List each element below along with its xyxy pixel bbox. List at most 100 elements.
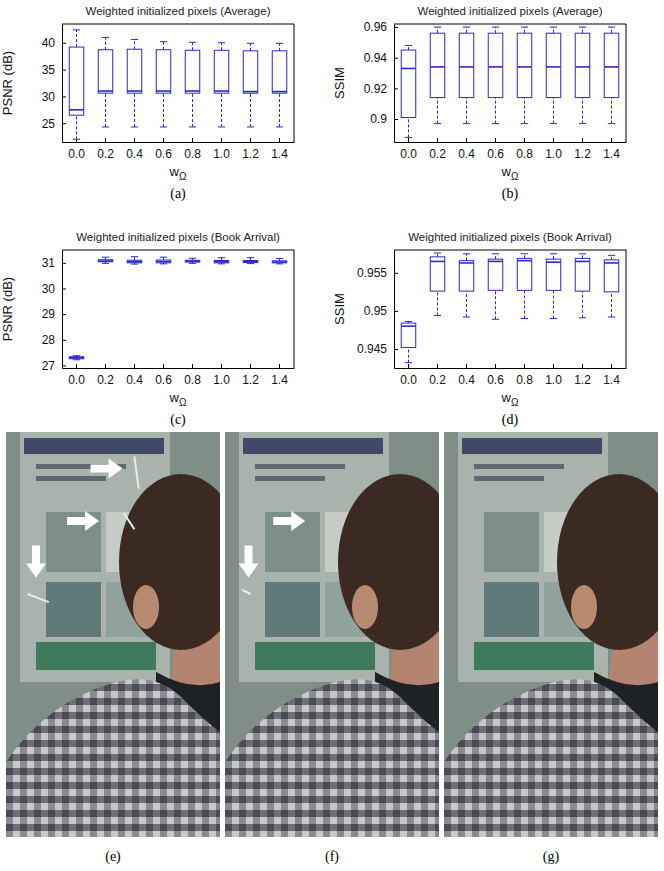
box <box>401 45 416 137</box>
whisker-cap-high <box>218 257 225 258</box>
whisker-high <box>221 43 222 51</box>
box-median <box>272 261 287 263</box>
box-median <box>604 66 619 68</box>
whisker-cap-low <box>405 137 412 138</box>
whisker-high <box>495 27 496 33</box>
whisker-cap-low <box>608 123 615 124</box>
x-tick: 1.2 <box>242 138 259 161</box>
y-axis-title: SSIM <box>332 293 347 325</box>
caption: (d) <box>502 412 519 428</box>
y-tick: 30 <box>42 90 66 104</box>
x-tick-label: 1.2 <box>574 147 591 161</box>
frame <box>626 24 627 142</box>
whisker-cap-low <box>579 123 586 124</box>
x-tick: 0.8 <box>184 138 201 161</box>
x-tick-mark <box>105 138 106 142</box>
frame <box>62 24 294 25</box>
box-body <box>488 33 503 97</box>
whisker-cap-low <box>434 123 441 124</box>
box-body <box>459 261 474 291</box>
y-axis-line <box>62 25 63 143</box>
y-tick-label: 0.955 <box>357 266 387 280</box>
whisker-cap-low <box>608 316 615 317</box>
x-axis-title: wΩ <box>169 164 187 182</box>
whisker-cap-low <box>276 263 283 264</box>
photo: (g) <box>444 432 664 865</box>
x-tick: 0.2 <box>429 364 446 387</box>
y-axis-title: PSNR (dB) <box>0 51 15 115</box>
x-tick-label: 1.2 <box>242 147 259 161</box>
whisker-low <box>611 98 612 124</box>
y-tick-mark <box>62 340 66 341</box>
box <box>156 257 171 264</box>
x-tick: 1.4 <box>603 364 620 387</box>
boxes <box>69 257 287 360</box>
whisker-high <box>553 27 554 33</box>
x-tick-label: 0.4 <box>126 147 143 161</box>
poster-text <box>255 464 345 469</box>
y-axis: 0.9450.950.955 <box>357 251 398 369</box>
box-body <box>127 260 142 263</box>
whisker-cap-high <box>550 27 557 28</box>
x-tick: 0.0 <box>400 138 417 161</box>
y-tick-mark <box>394 311 398 312</box>
frame <box>294 24 295 142</box>
poster-green <box>474 642 594 670</box>
poster-img <box>484 582 539 637</box>
x-tick: 0.2 <box>97 138 114 161</box>
x-tick-mark <box>582 364 583 368</box>
box <box>430 27 445 124</box>
whisker-high <box>524 254 525 259</box>
box-body <box>156 50 171 93</box>
whisker-high <box>524 27 525 33</box>
x-tick-mark <box>250 138 251 142</box>
box-body <box>488 259 503 290</box>
whisker-cap-high <box>247 257 254 258</box>
box-median <box>575 66 590 68</box>
photo: (f) <box>225 432 462 865</box>
y-axis-line <box>394 25 395 143</box>
ear <box>571 585 597 629</box>
frame <box>62 250 294 251</box>
box-median <box>185 90 200 92</box>
y-tick: 30 <box>42 282 66 296</box>
whisker-high <box>495 254 496 259</box>
box <box>98 37 113 127</box>
x-tick: 1.0 <box>545 364 562 387</box>
x-tick-label: 1.2 <box>242 373 259 387</box>
box <box>243 43 258 127</box>
whisker-cap-low <box>102 126 109 127</box>
box <box>69 30 84 139</box>
whisker-cap-low <box>218 263 225 264</box>
whisker-cap-high <box>550 253 557 254</box>
x-tick-label: 0.4 <box>458 147 475 161</box>
whisker-cap-low <box>405 362 412 363</box>
box-median <box>604 262 619 264</box>
whisker-cap-high <box>73 355 80 356</box>
x-axis-title: wΩ <box>501 164 519 182</box>
x-tick: 0.0 <box>68 138 85 161</box>
panel-title: Weighted initialized pixels (Book Arriva… <box>408 231 612 243</box>
box <box>401 322 416 363</box>
whisker-low <box>437 98 438 124</box>
box-median <box>69 109 84 111</box>
whisker-low <box>466 98 467 124</box>
whisker-cap-low <box>189 126 196 127</box>
arrow <box>91 458 123 478</box>
box-body <box>156 260 171 263</box>
box-body <box>517 33 532 97</box>
x-tick-mark <box>495 138 496 142</box>
x-tick-mark <box>466 364 467 368</box>
y-tick-label: 0.92 <box>364 82 388 96</box>
whisker-low <box>250 93 251 127</box>
box-median <box>156 261 171 263</box>
whisker-low <box>524 98 525 124</box>
x-axis-line <box>63 142 295 143</box>
y-tick: 31 <box>42 256 66 270</box>
poster-text <box>474 464 564 469</box>
box-median <box>401 325 416 327</box>
y-axis: 0.90.920.940.96 <box>364 20 398 142</box>
box-median <box>430 66 445 68</box>
x-tick-label: 0.2 <box>97 373 114 387</box>
x-tick: 1.0 <box>213 364 230 387</box>
